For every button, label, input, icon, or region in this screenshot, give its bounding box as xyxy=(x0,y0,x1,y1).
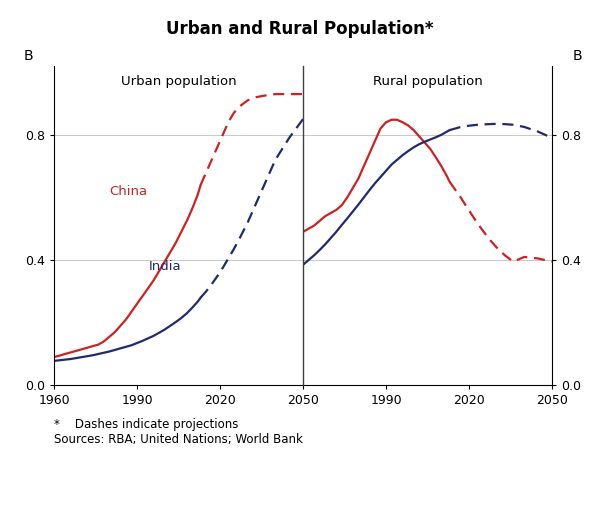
Text: B: B xyxy=(24,49,34,63)
Text: Rural population: Rural population xyxy=(373,76,482,89)
Text: China: China xyxy=(109,185,147,198)
Text: B: B xyxy=(572,49,582,63)
Text: Urban population: Urban population xyxy=(121,76,236,89)
Text: India: India xyxy=(149,260,181,273)
Text: Urban and Rural Population*: Urban and Rural Population* xyxy=(166,20,434,38)
Text: *    Dashes indicate projections
Sources: RBA; United Nations; World Bank: * Dashes indicate projections Sources: R… xyxy=(54,418,303,446)
